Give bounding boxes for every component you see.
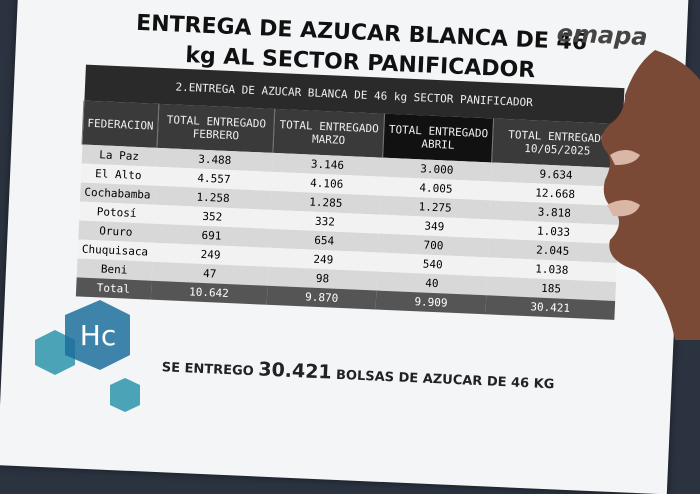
column-header: FEDERACION <box>81 100 160 148</box>
footer: SE ENTREGO 30.421 BOLSAS DE AZUCAR DE 46… <box>161 354 554 393</box>
channel-logo: Hc <box>35 300 140 412</box>
cell: 9.909 <box>375 290 487 315</box>
footer-text: SE ENTREGO <box>161 360 255 380</box>
hand <box>601 50 700 340</box>
footer-amount: 30.421 <box>257 358 333 384</box>
column-header: TOTAL ENTREGADO ABRIL <box>382 113 494 163</box>
table: 2.ENTREGA DE AZUCAR BLANCA DE 46 kg SECT… <box>75 64 625 320</box>
column-header: TOTAL ENTREGADO MARZO <box>273 108 385 158</box>
cell: 10.642 <box>150 280 268 305</box>
row-label: Total <box>75 277 152 300</box>
channel-logo-text: Hc <box>80 319 116 352</box>
column-header: TOTAL ENTREGADO FEBRERO <box>157 103 276 153</box>
cell: 9.870 <box>266 285 377 310</box>
footer-text: BOLSAS DE AZUCAR DE 46 KG <box>335 367 555 393</box>
